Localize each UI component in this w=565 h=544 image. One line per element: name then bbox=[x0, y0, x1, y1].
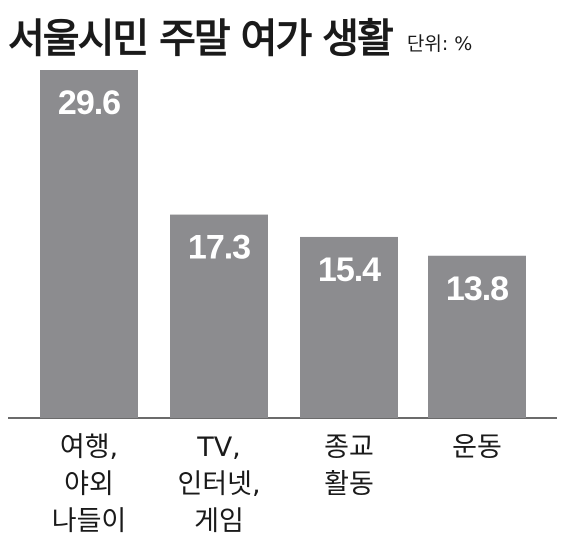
bar-value-label-1: 29.6 bbox=[58, 84, 120, 122]
bar-4 bbox=[428, 255, 526, 418]
category-label-1-line-1: 여행, bbox=[60, 432, 118, 463]
unit-label: 단위: % bbox=[406, 33, 473, 55]
category-label-3-line-1: 종교 bbox=[324, 432, 374, 463]
chart-title: 서울시민 주말 여가 생활 단위: % bbox=[8, 6, 472, 64]
bar-value-label-4: 13.8 bbox=[446, 270, 508, 308]
bar-1 bbox=[40, 70, 138, 418]
bar-2 bbox=[170, 214, 268, 418]
category-label-2-line-1: TV, bbox=[196, 432, 241, 463]
category-label-2-line-3: 게임 bbox=[194, 506, 244, 537]
category-label-3-line-2: 활동 bbox=[324, 469, 374, 500]
bar-value-label-3: 15.4 bbox=[318, 251, 381, 289]
category-label-1-line-3: 나들이 bbox=[52, 506, 127, 537]
bar-value-label-2: 17.3 bbox=[188, 229, 250, 267]
category-label-4-line-1: 운동 bbox=[452, 432, 502, 463]
bar-3 bbox=[300, 236, 398, 418]
chart-title-text: 서울시민 주말 여가 생활 bbox=[8, 16, 394, 62]
category-label-1-line-2: 야외 bbox=[64, 469, 114, 500]
category-label-2-line-2: 인터넷, bbox=[177, 469, 260, 500]
